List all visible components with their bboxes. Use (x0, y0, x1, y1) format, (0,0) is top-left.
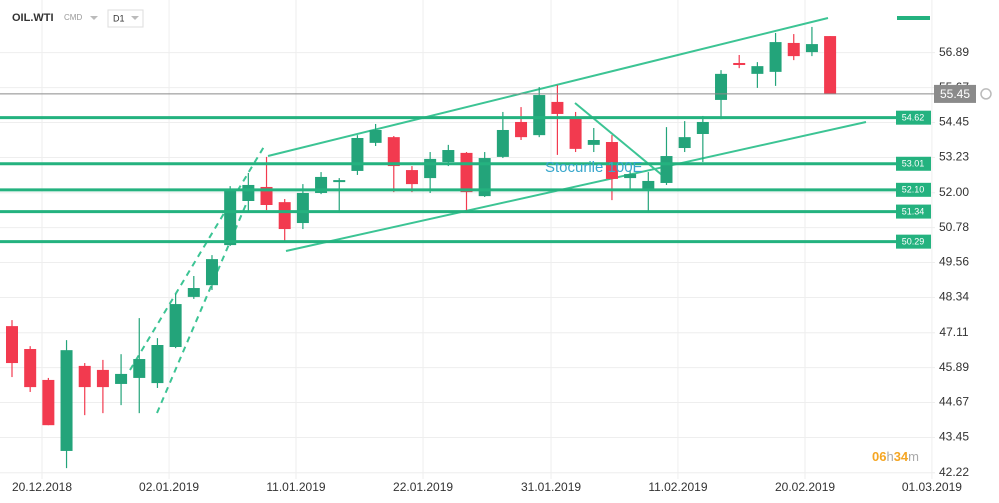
candle-body (533, 95, 546, 136)
candle-body (460, 152, 473, 193)
candle-body (787, 42, 800, 57)
candle-body (60, 350, 73, 451)
y-tick-label: 47.11 (939, 325, 968, 339)
candle-body (205, 259, 218, 286)
candle-body (715, 73, 728, 100)
candle-body (24, 349, 37, 388)
candle-body (824, 36, 837, 94)
level-label: 50.29 (902, 237, 925, 247)
candle-body (296, 192, 309, 224)
candle-body (569, 117, 582, 149)
y-tick-label: 54.45 (939, 115, 969, 129)
price-label: 55.45 (940, 87, 970, 101)
candle-body (551, 101, 564, 114)
timeframe[interactable]: D1 (113, 13, 125, 23)
candle-body (587, 140, 600, 145)
y-tick-label: 45.89 (939, 360, 969, 374)
level-label-box (896, 204, 931, 219)
candle-body (351, 138, 364, 171)
x-tick-label: 20.02.2019 (775, 480, 835, 494)
candle-body (605, 142, 618, 179)
candle-body (642, 180, 655, 191)
candle-body (515, 121, 528, 138)
market[interactable]: CMD (64, 13, 82, 22)
dashed-trend (129, 144, 266, 371)
x-tick-label: 02.01.2019 (139, 480, 199, 494)
candle-body (478, 158, 491, 197)
candle-body (387, 137, 400, 167)
candle-body (442, 150, 455, 163)
candle-body (733, 62, 746, 65)
y-tick-label: 48.34 (939, 290, 969, 304)
symbol: OIL.WTI (12, 12, 54, 24)
timeframe-box[interactable] (107, 9, 144, 28)
level-label: 52.10 (902, 185, 925, 195)
y-tick-label: 43.45 (939, 430, 969, 444)
candle-body (78, 365, 91, 388)
x-tick-label: 11.02.2019 (648, 480, 707, 494)
level-label-box (896, 156, 931, 171)
countdown: 06h34m (872, 449, 919, 464)
channel-upper (267, 17, 829, 157)
countdown-unit: h (886, 449, 893, 464)
candle-body (169, 304, 182, 348)
dropdown-arrow[interactable] (90, 16, 98, 20)
candle-body (115, 373, 128, 384)
y-tick-label: 56.89 (939, 45, 969, 59)
candle-body (42, 379, 55, 426)
x-tick-label: 31.01.2019 (521, 480, 581, 494)
x-tick-label: 22.01.2019 (393, 480, 453, 494)
candle-body (133, 359, 146, 378)
candle-body (96, 369, 109, 388)
candle-body (405, 170, 418, 185)
level-label: 54.62 (902, 113, 925, 123)
level-label: 53.01 (902, 159, 925, 169)
candle-body (769, 42, 782, 72)
candle-body (151, 345, 164, 384)
x-tick-label: 01.03.2019 (902, 480, 962, 494)
dropdown-arrow[interactable] (131, 16, 139, 20)
x-tick-label: 11.01.2019 (266, 480, 325, 494)
price-label-box (934, 84, 976, 103)
level-label-box (896, 110, 931, 125)
candle-body (187, 288, 200, 297)
countdown-minutes: 34 (894, 449, 909, 464)
price-icon (980, 88, 992, 100)
level-label: 51.34 (902, 206, 925, 216)
candle-body (224, 188, 237, 246)
channel-lower (285, 121, 867, 252)
y-tick-label: 42.22 (939, 465, 969, 479)
annotation: Stocurile 100E (545, 159, 643, 176)
x-tick-label: 20.12.2018 (12, 480, 72, 494)
indicator-bar (897, 16, 930, 20)
level-label-box (896, 234, 931, 249)
candle-body (242, 184, 255, 201)
y-tick-label: 49.56 (939, 255, 969, 269)
candle-body (660, 156, 673, 183)
countdown-hours: 06 (872, 449, 886, 464)
y-tick-label: 53.23 (939, 150, 969, 164)
candle-body (496, 129, 509, 157)
candle-body (260, 186, 273, 205)
candle-body (751, 66, 764, 74)
drawings (129, 17, 867, 414)
level-label-box (896, 182, 931, 197)
candle-body (369, 129, 382, 143)
candle-body (805, 44, 818, 53)
trend-line (574, 102, 669, 181)
candle-body (678, 137, 691, 149)
candle-body (333, 180, 346, 183)
countdown-unit: m (908, 449, 919, 464)
candle-body (5, 326, 18, 364)
y-tick-label: 52.00 (939, 185, 969, 199)
candle-body (278, 202, 291, 230)
candle-body (424, 158, 437, 179)
y-tick-label: 50.78 (939, 220, 969, 234)
grid (0, 0, 935, 479)
y-tick-label: 44.67 (939, 395, 969, 409)
candle-body (624, 174, 637, 179)
plot: 54.62 53.01 52.10 51.34 50.29 (0, 26, 934, 469)
candle-body (696, 121, 709, 134)
